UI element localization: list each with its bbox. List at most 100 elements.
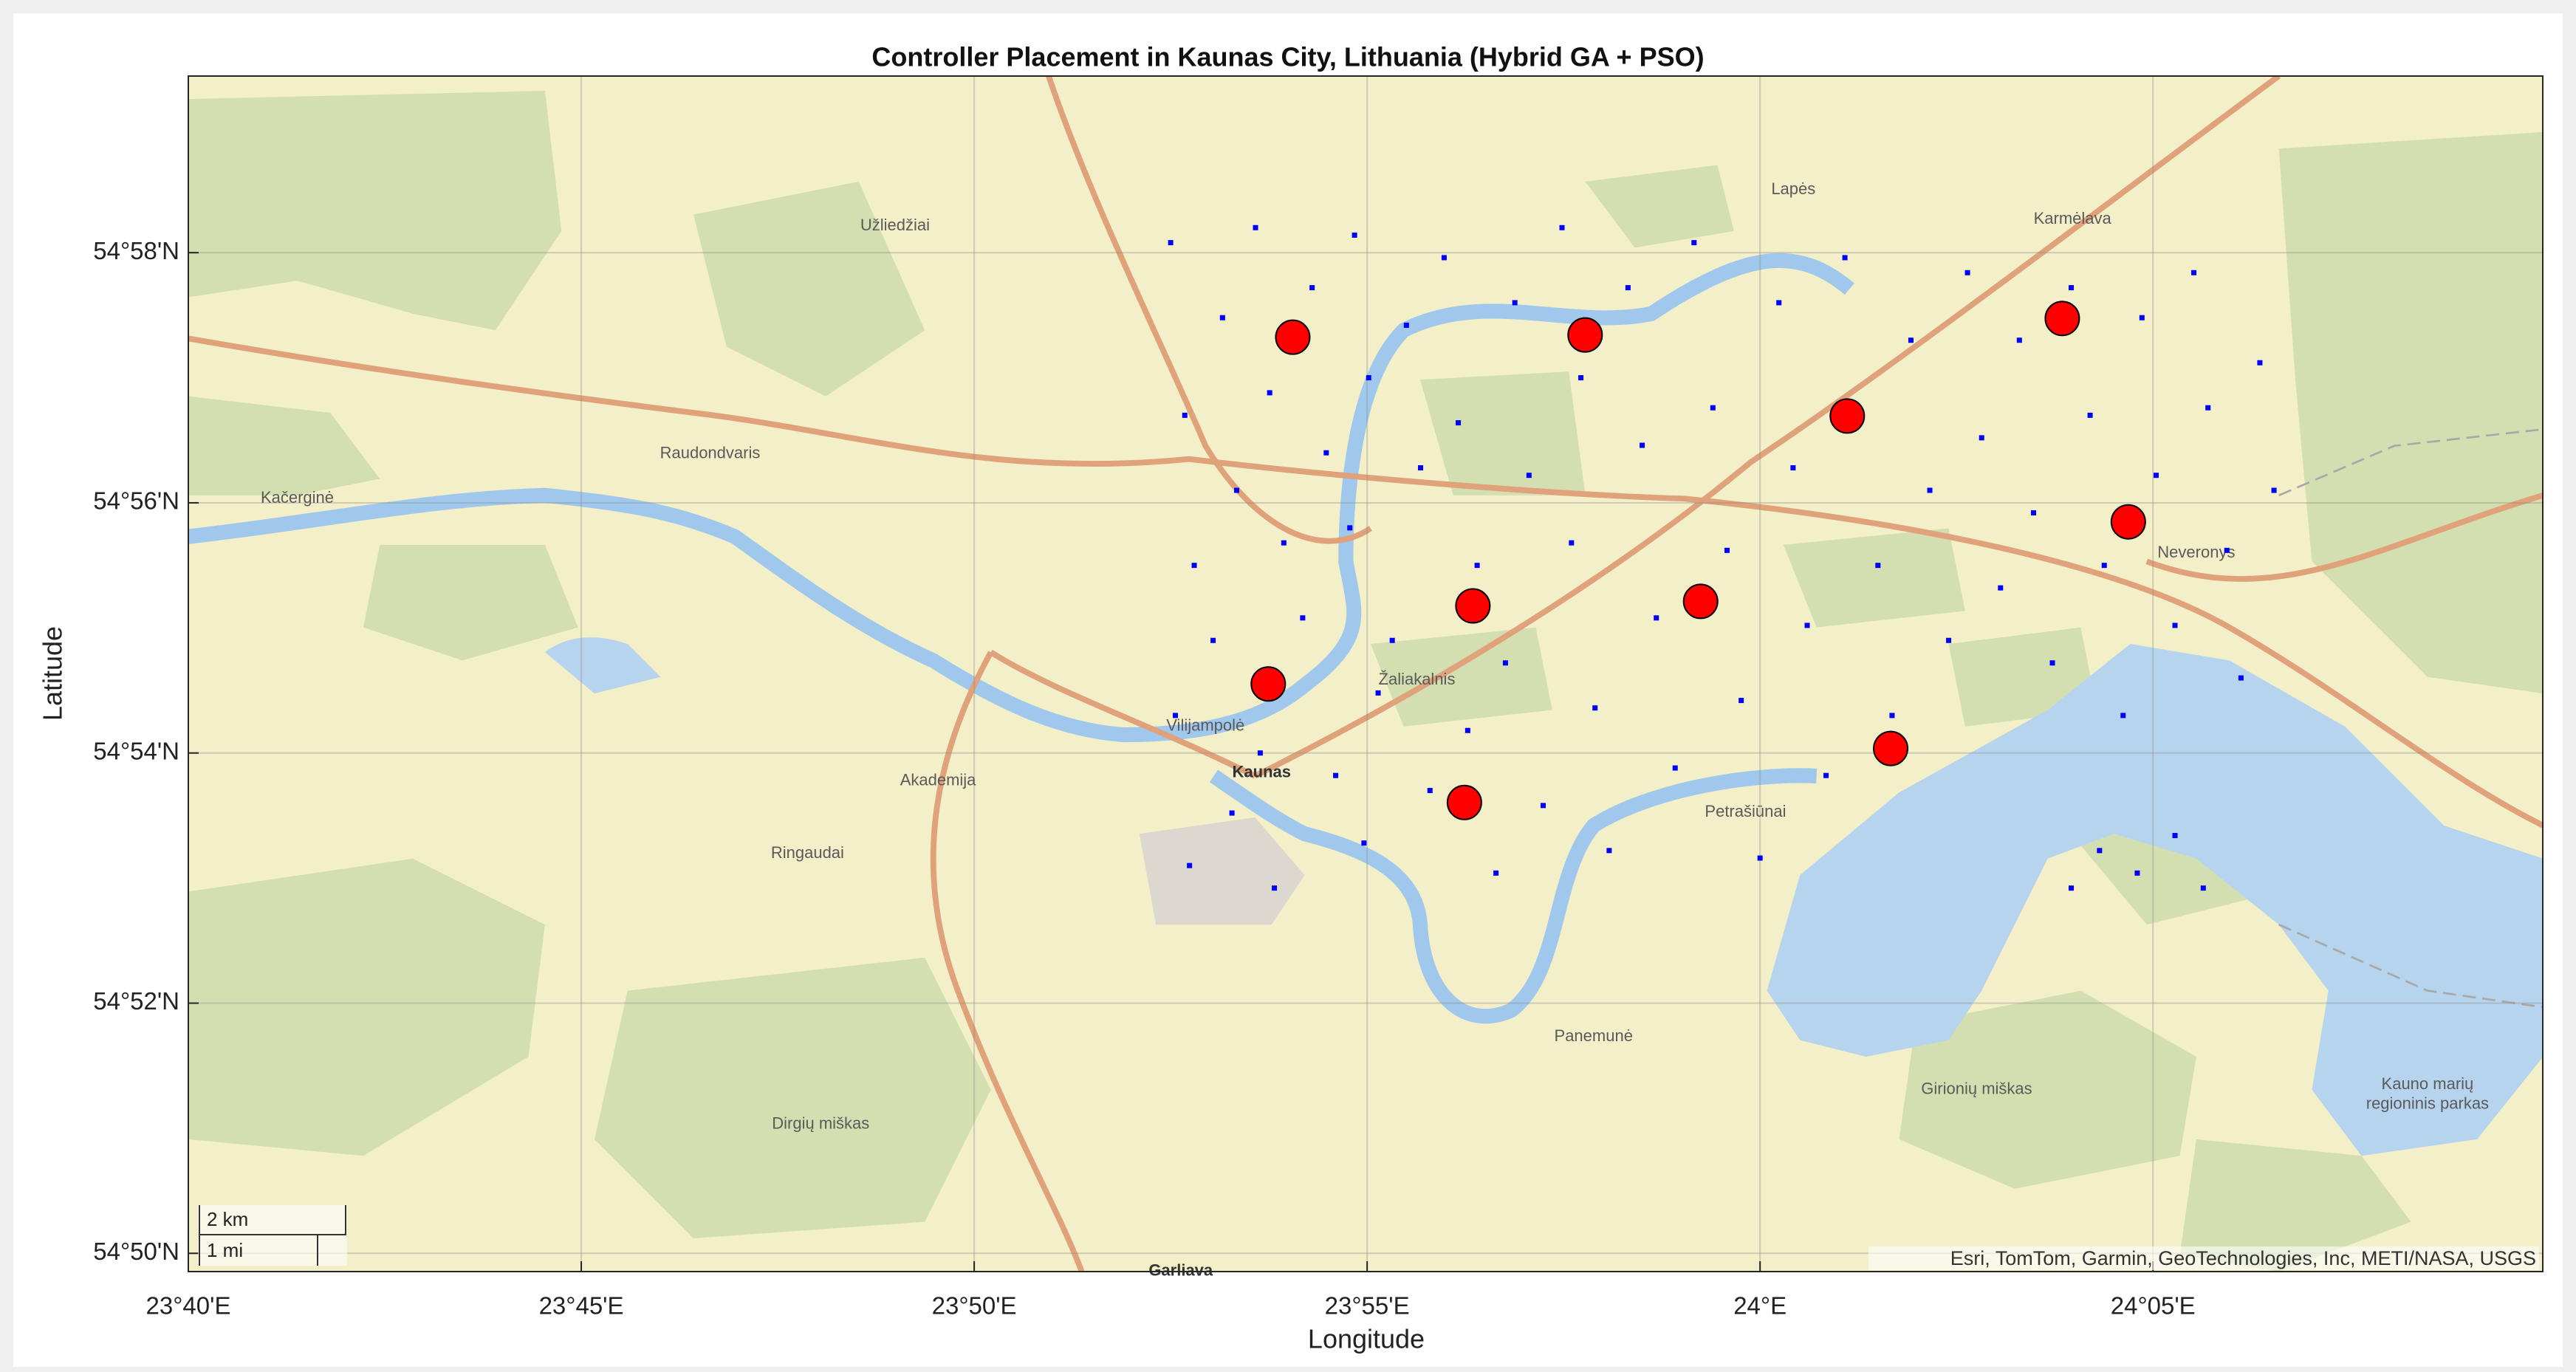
y-tick-label: 54°54'N [93,737,179,764]
neris-river [188,253,1854,743]
node-point [2238,675,2244,681]
node-point [1366,375,1371,381]
place-label: Raudondvaris [660,444,761,462]
y-tick-label: 54°52'N [93,987,179,1015]
controller-point [1829,398,1866,434]
basemap [188,76,2543,1272]
node-point [1229,810,1235,816]
scale-bar: 2 km 1 mi [198,1205,347,1266]
attribution-background [1868,1246,2539,1270]
place-label: Užliedžiai [860,216,930,234]
x-tick-label: 24°E [1733,1292,1787,1320]
place-label: Karmėlava [2034,209,2112,227]
node-point [1625,285,1631,291]
node-point [1389,637,1395,643]
node-point [1964,270,1970,275]
controller-point [1275,319,1311,355]
node-point [1927,487,1933,493]
place-label: Neveronys [2157,543,2235,561]
node-point [1512,300,1518,306]
controller-point [1567,317,1603,353]
node-point [1592,705,1598,711]
node-point [1790,465,1796,471]
pond [544,637,661,694]
node-point [1323,450,1329,456]
node-point [2120,713,2126,718]
place-label: Kauno marių [2382,1074,2474,1093]
y-axis-label: Latitude [38,626,68,721]
node-point [2069,285,2075,291]
forests [188,90,2543,1272]
node-point [2172,833,2178,839]
place-label: Panemunė [1555,1026,1633,1045]
node-point [1257,750,1263,756]
place-label: Kaunas [1233,762,1291,781]
lake [1767,644,2543,1156]
node-point [2205,405,2211,411]
node-point [2139,315,2145,320]
node-point [1691,240,1697,246]
node-point [2224,547,2230,553]
x-tick-label: 23°45'E [539,1292,624,1320]
node-point [1375,690,1381,696]
node-point [1578,375,1584,381]
node-point [1842,255,1848,261]
node-point [2153,473,2159,479]
node-point [2097,848,2103,854]
place-label: Kačerginė [261,488,334,507]
attribution: Esri, TomTom, Garmin, GeoTechnologies, I… [1950,1247,2536,1269]
node-point [2101,563,2107,569]
place-label: Vilijampolė [1166,716,1244,735]
node-point [1191,563,1197,569]
x-tick-label: 23°40'E [146,1292,231,1320]
boundaries [2278,428,2543,1009]
place-labels: Kaunas Vilijampolė Akademija Ringaudai Raudo… [261,179,2489,1280]
x-axis-label: Longitude [1308,1324,1425,1354]
scale-bar-km [199,1205,346,1235]
node-point [1427,788,1433,794]
node-point [1172,713,1178,718]
chart-title: Controller Placement in Kaunas City, Lit… [871,42,1704,72]
node-point [1182,412,1188,418]
node-point [1724,547,1730,553]
node-point [1309,285,1315,291]
node-point [2087,412,2093,418]
node-point [1417,465,1423,471]
node-point [1210,637,1216,643]
node-point [2271,487,2277,493]
node-point [1875,563,1881,569]
scale-label: 2 km [207,1208,248,1230]
place-label: Žaliakalnis [1379,670,1456,688]
node-point [1187,862,1193,868]
controller-point [2044,301,2080,337]
place-label: Ringaudai [771,843,844,862]
node-point [1606,848,1612,854]
roads [188,76,2543,1272]
node-point [1776,300,1782,306]
x-tick-label: 24°05'E [2111,1292,2196,1320]
node-point [1493,870,1499,876]
controller-point [1682,583,1719,620]
node-point [1889,713,1895,718]
node-point [1300,615,1306,621]
nemunas-river [1209,768,1818,1024]
node-point [1908,337,1914,343]
scale-label: 1 mi [207,1239,243,1261]
place-label: Dirgių miškas [772,1114,869,1133]
node-point [2016,337,2022,343]
node-point [1823,772,1829,778]
controller-point [1455,588,1491,624]
node-point [1219,315,1225,320]
node-point [1979,435,1984,441]
node-point [1640,442,1645,448]
node-point [1569,540,1575,546]
node-point [1710,405,1716,411]
node-point [2172,622,2178,628]
plot-frame [188,75,2544,1272]
controller-point [1873,730,1909,766]
node-point [1526,473,1532,479]
place-label: Girionių miškas [1921,1080,2032,1098]
node-point [1804,622,1810,628]
